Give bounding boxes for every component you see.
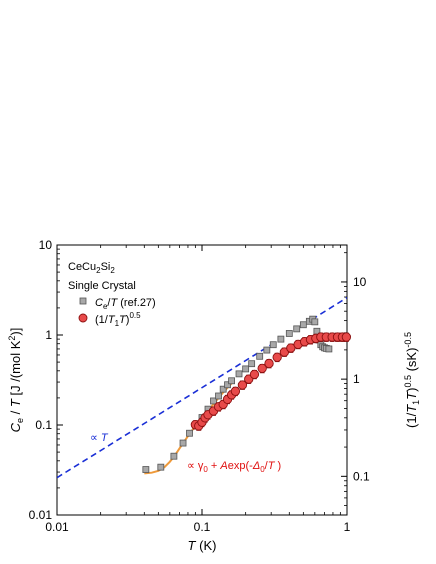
nmr-point bbox=[249, 369, 260, 380]
fit-annotation: ∝ γ0 + Aexp(-Δ0/T ) bbox=[187, 460, 281, 474]
legend-circle-label: (1/T1T)0.5 bbox=[95, 311, 141, 328]
y2-tick-label: 10 bbox=[353, 275, 367, 289]
x-tick-label: 0.01 bbox=[45, 520, 69, 534]
legend-circle-marker bbox=[78, 313, 88, 323]
ce-over-t-point bbox=[311, 318, 319, 326]
ce-over-t-point bbox=[293, 325, 301, 333]
x-axis-title: T (K) bbox=[188, 538, 217, 553]
sample-description: Single Crystal bbox=[68, 280, 136, 292]
nmr-point bbox=[264, 358, 274, 369]
ce-over-t-point bbox=[142, 466, 150, 473]
sample-name: CeCu2Si2 bbox=[68, 261, 115, 275]
y2-tick-label: 1 bbox=[353, 372, 360, 386]
y-tick-label: 0.1 bbox=[35, 418, 52, 432]
ce-over-t-point bbox=[210, 397, 217, 405]
ce-over-t-point bbox=[157, 463, 165, 471]
ce-over-t-point bbox=[325, 345, 333, 353]
x-tick-label: 0.1 bbox=[194, 520, 211, 534]
y-tick-label: 0.01 bbox=[29, 508, 53, 522]
legend: Ce/T (ref.27) (1/T1T)0.5 bbox=[78, 297, 156, 328]
ce-over-t-point bbox=[299, 321, 307, 329]
nmr-point bbox=[272, 352, 282, 362]
ce-over-t-point bbox=[170, 452, 178, 460]
ce-over-t-point bbox=[224, 381, 231, 389]
legend-square-label: Ce/T (ref.27) bbox=[95, 297, 156, 311]
ce-over-t-point bbox=[179, 439, 187, 447]
power-law-annotation: ∝ T bbox=[90, 432, 109, 444]
ce-over-t-point bbox=[285, 330, 293, 337]
legend-square-marker bbox=[79, 297, 87, 305]
ce-over-t-point bbox=[235, 370, 243, 378]
nmr-point bbox=[257, 363, 267, 374]
ce-over-t-point bbox=[219, 385, 227, 393]
ce-over-t-point bbox=[256, 352, 264, 360]
nmr-point bbox=[237, 380, 248, 390]
ce-over-t-point bbox=[228, 377, 235, 385]
ce-over-t-point bbox=[277, 335, 285, 343]
ce-over-t-point bbox=[248, 360, 256, 368]
ce-over-t-point bbox=[263, 346, 271, 354]
ce-over-t-point bbox=[215, 392, 222, 400]
plot-area: 0.01 0.1 1 0.01 0.1 1 10 0.1 1 10 bbox=[29, 238, 370, 534]
y2-axis-title: (1/T1T)0.5 (sK)-0.5 bbox=[403, 332, 421, 428]
ce-over-t-point bbox=[186, 429, 193, 437]
x-tick-label: 1 bbox=[344, 520, 351, 534]
nmr-point bbox=[341, 332, 352, 342]
ce-over-t-point bbox=[242, 365, 250, 373]
y-axis-title: Ce / T [J /(mol K2)] bbox=[7, 328, 25, 433]
y2-tick-label: 0.1 bbox=[353, 469, 370, 483]
y-tick-label: 10 bbox=[39, 238, 53, 252]
nmr-point bbox=[286, 343, 296, 353]
y-tick-label: 1 bbox=[45, 328, 52, 342]
nmr-point bbox=[230, 386, 241, 396]
ce-over-t-point bbox=[269, 341, 277, 349]
